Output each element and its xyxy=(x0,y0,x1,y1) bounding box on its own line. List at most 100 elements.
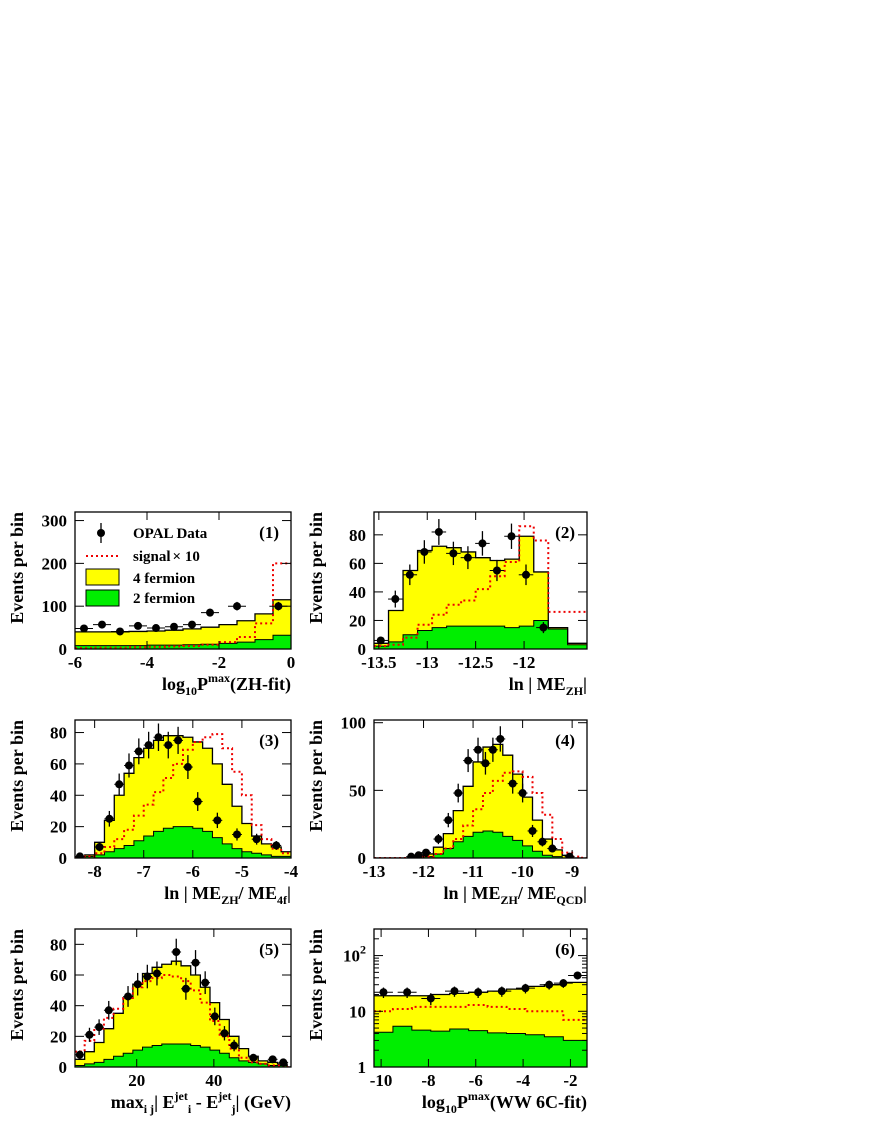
data-point xyxy=(568,971,587,980)
data-point xyxy=(192,792,203,811)
data-point xyxy=(171,938,182,966)
legend-signal-suffix: × 10 xyxy=(173,549,200,565)
data-point xyxy=(153,723,164,752)
data-point-marker xyxy=(488,745,497,754)
data-point xyxy=(248,1053,259,1062)
signal-x10-line xyxy=(374,770,587,858)
data-point xyxy=(468,987,488,999)
data-point xyxy=(518,564,534,586)
data-point xyxy=(228,601,246,611)
x-axis-label-part: j xyxy=(231,1102,236,1116)
x-tick-label: -8 xyxy=(88,862,102,881)
y-tick-label: 40 xyxy=(50,786,67,805)
data-point xyxy=(406,852,417,858)
legend-data-marker xyxy=(97,529,105,537)
data-point-marker xyxy=(521,984,530,993)
data-point xyxy=(75,852,85,858)
y-tick-base: 10 xyxy=(343,947,360,966)
data-point xyxy=(445,986,464,997)
data-point-marker xyxy=(249,1053,258,1062)
x-tick-label: -12 xyxy=(513,653,536,672)
x-axis-label-part: log xyxy=(422,1092,445,1112)
panel-number-label: (2) xyxy=(555,523,575,542)
plot-frame xyxy=(373,719,588,859)
data-point-marker xyxy=(538,837,547,846)
data-point-marker xyxy=(450,987,459,996)
data-point-marker xyxy=(449,549,458,558)
y-axis-label: Events per bin xyxy=(7,512,27,624)
plot-frame xyxy=(373,511,588,650)
y-tick-label: 80 xyxy=(50,724,67,743)
data-point-marker xyxy=(201,978,210,987)
data-point xyxy=(504,523,519,549)
data-point-marker xyxy=(426,994,435,1003)
data-point xyxy=(547,844,558,853)
data-point-marker xyxy=(573,971,582,980)
legend-signal-label: signal × 10 xyxy=(133,549,200,565)
data-point xyxy=(219,1026,230,1041)
panel-4: -13 -12 -11 -10 -9 0 50 100 Events per bin ln | M… xyxy=(306,714,588,907)
x-axis-label-part: ZH xyxy=(501,893,519,907)
data-point xyxy=(480,751,491,775)
y-tick-label: 60 xyxy=(349,554,366,573)
data-point xyxy=(388,590,403,608)
y-tick-exponent: 2 xyxy=(360,943,366,957)
two-fermion-outline xyxy=(75,1043,291,1067)
x-tick-label: -6 xyxy=(186,862,200,881)
data-point-marker xyxy=(152,969,161,978)
two-fermion-area xyxy=(374,1026,587,1067)
data-point-marker xyxy=(497,987,506,996)
y-tick-label: 0 xyxy=(59,1058,68,1077)
data-point-marker xyxy=(434,527,443,536)
data-point-marker xyxy=(463,553,472,562)
data-point xyxy=(527,824,538,837)
x-axis-label: log10Pmax(WW 6C-fit) xyxy=(422,1089,587,1116)
x-axis-label-part: log xyxy=(162,674,185,694)
data-point-marker xyxy=(170,622,178,631)
data-point-marker xyxy=(464,756,473,765)
x-tick-label: -10 xyxy=(511,862,534,881)
data-point-marker xyxy=(124,992,133,1001)
x-tick-label: -10 xyxy=(370,1071,393,1090)
data-point xyxy=(507,773,518,794)
data-point-marker xyxy=(274,602,283,611)
two-fermion-outline xyxy=(75,634,291,647)
data-point xyxy=(446,541,461,566)
x-tick-label: -12.5 xyxy=(458,653,493,672)
data-point-marker xyxy=(191,958,200,967)
data-point xyxy=(473,737,483,762)
data-point xyxy=(181,977,191,1000)
x-tick-label: 0 xyxy=(287,653,296,672)
x-axis-label-part: (ZH-fit) xyxy=(230,674,291,695)
x-axis-label-part: | xyxy=(287,883,291,903)
panel-number-label: (5) xyxy=(259,940,279,959)
plot-area xyxy=(75,938,291,1067)
data-point xyxy=(251,833,262,845)
data-point-marker xyxy=(134,621,142,630)
x-axis-label-part: ln | ME xyxy=(164,883,221,903)
data-point xyxy=(537,837,548,847)
data-point xyxy=(190,950,201,976)
plot-frame xyxy=(74,928,292,1068)
data-point-marker xyxy=(376,636,385,645)
data-point-marker xyxy=(133,980,142,989)
y-tick-label: 0 xyxy=(59,849,68,868)
legend-data-label: OPAL Data xyxy=(133,526,208,542)
data-point-marker xyxy=(210,1012,219,1021)
data-point-marker xyxy=(144,741,153,750)
two-fermion-area xyxy=(75,1044,291,1067)
plot-frame xyxy=(74,719,292,859)
data-point-marker xyxy=(181,984,190,993)
legend-four-fermion-label: 4 fermion xyxy=(133,571,196,587)
data-point-marker xyxy=(233,830,241,839)
x-tick-label: -12 xyxy=(412,862,435,881)
x-axis-label: ln | MEZH/ MEQCD| xyxy=(444,883,587,907)
data-point-marker xyxy=(407,852,416,858)
panel-2: -13.5 -13 -12.5 -12 0 20 40 60 80 Events per bin l… xyxy=(306,511,588,698)
x-tick-label: -4 xyxy=(140,653,155,672)
four-fermion-outline xyxy=(75,960,291,1067)
data-point xyxy=(147,624,165,633)
x-axis-label-part: i xyxy=(188,1102,192,1116)
x-axis-label-part: (WW 6C-fit) xyxy=(490,1092,587,1113)
